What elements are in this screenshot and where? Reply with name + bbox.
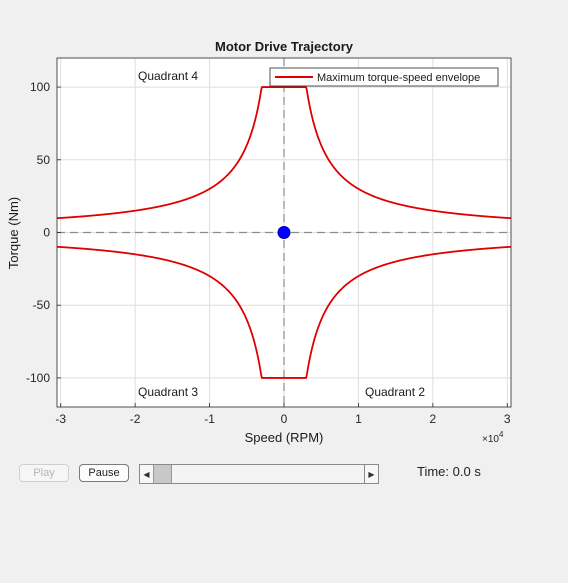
y-tick-label: -100: [26, 371, 50, 385]
y-axis-label: Torque (Nm): [6, 197, 21, 269]
pause-button[interactable]: Pause: [79, 464, 129, 482]
envelope-upper-curve: [56, 86, 512, 220]
x-exponent-label: ×104: [482, 430, 504, 445]
y-tick-label: 100: [30, 80, 50, 94]
slider-thumb[interactable]: [153, 465, 172, 483]
annotation-quadrant-4: Quadrant 4: [138, 69, 198, 83]
x-tick-label: -1: [204, 412, 215, 426]
x-axis-label: Speed (RPM): [245, 430, 324, 445]
annotation-quadrant-2: Quadrant 2: [365, 385, 425, 399]
time-slider[interactable]: ◀ ▶: [139, 464, 379, 484]
x-tick-label: 2: [430, 412, 437, 426]
x-tick-label: 3: [504, 412, 511, 426]
x-tick-label: 1: [355, 412, 362, 426]
envelope-curves: [56, 86, 512, 379]
x-exponent-base: ×10: [482, 434, 499, 445]
x-tick-label: -2: [130, 412, 141, 426]
y-tick-label: -50: [33, 298, 51, 312]
slider-left-arrow-icon[interactable]: ◀: [140, 465, 154, 483]
operating-point-marker: [277, 226, 291, 239]
x-tick-label: -3: [55, 412, 66, 426]
operating-point-layer: [277, 226, 291, 239]
chart-title: Motor Drive Trajectory: [215, 39, 354, 54]
annotation-quadrant-3: Quadrant 3: [138, 385, 198, 399]
legend-box: [269, 67, 499, 87]
x-exponent-power: 4: [499, 430, 504, 439]
play-button[interactable]: Play: [19, 464, 69, 482]
slider-right-arrow-icon[interactable]: ▶: [364, 465, 378, 483]
legend: Maximum torque-speed envelope: [269, 67, 499, 87]
y-tick-label: 50: [37, 153, 51, 167]
y-tick-label: 0: [43, 226, 50, 240]
x-tick-labels: -3 -2 -1 0 1 2 3: [55, 412, 511, 426]
tick-marks: [57, 86, 508, 407]
envelope-lower-curve: [56, 245, 512, 379]
legend-entry-envelope: Maximum torque-speed envelope: [317, 72, 480, 84]
x-tick-label: 0: [281, 412, 288, 426]
y-tick-labels: -100 -50 0 50 100: [26, 80, 50, 385]
